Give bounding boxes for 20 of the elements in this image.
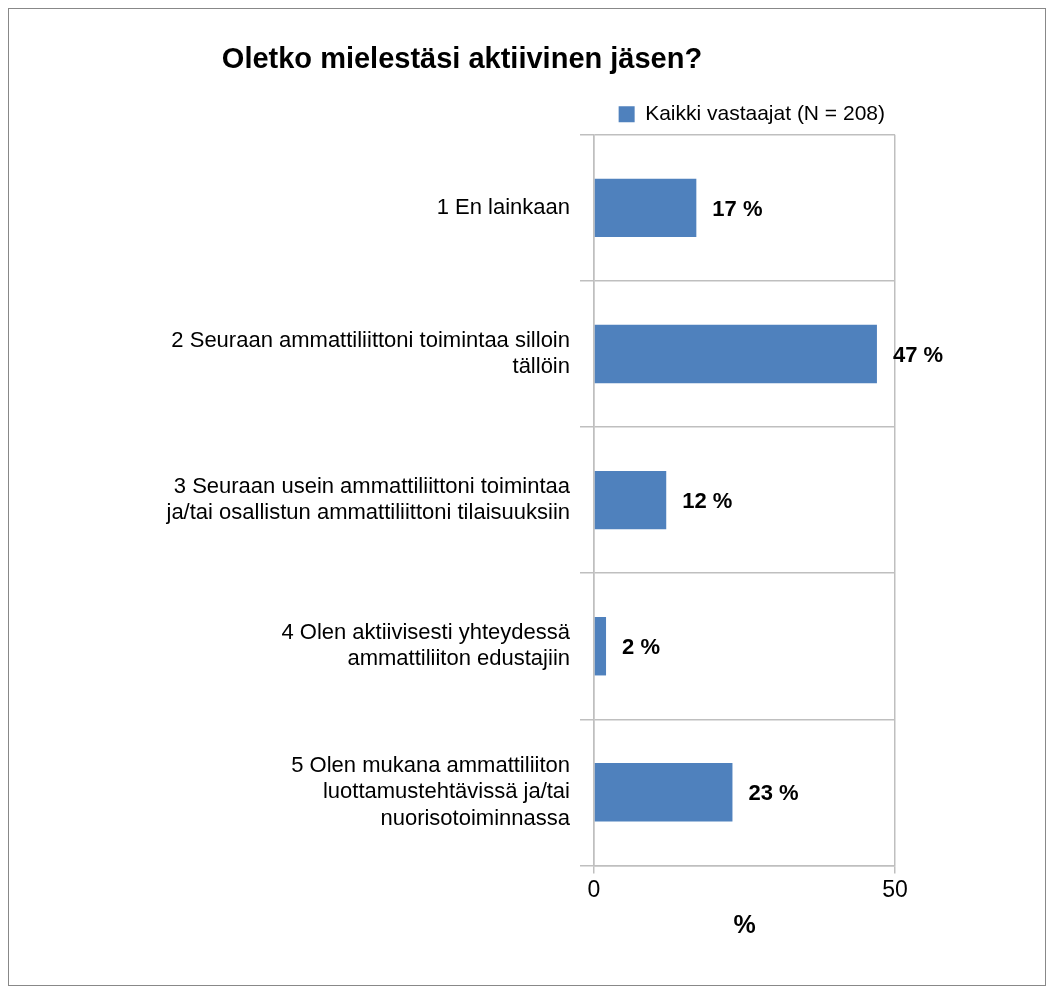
x-axis-title: % [733,909,756,938]
bar [594,178,697,238]
y-tick-label: 5 Olen mukana ammattiliiton luottamustehtävissä ja/tai nuorisotoiminnassa [291,752,571,830]
data-label: 2 % [622,634,660,660]
y-tick-label: 4 Olen aktiivisesti yhteydessä ammattiliiton edustajiin [281,619,571,671]
bar [594,763,733,822]
y-tick-label: 3 Seuraan usein ammattiliittoni toimintaa ja/tai osallistun ammattiliittoni tilaisuuksiin [165,472,571,525]
bar [594,470,667,530]
data-label: 47 % [892,342,944,368]
x-tick-label: 50 [882,875,908,902]
legend-label: Kaikki vastaajat (N = 208) [645,101,885,125]
x-tick-label: 0 [587,875,601,902]
y-tick-label: 1 En lainkaan [436,193,570,219]
data-label: 12 % [682,488,733,514]
data-label: 17 % [712,195,763,221]
chart-title: Oletko mielestäsi aktiivinen jäsen? [221,42,703,75]
bar [594,617,607,676]
bar [594,324,877,384]
y-tick-label: 2 Seuraan ammattiliittoni toimintaa silloin tällöin [171,326,570,379]
data-label: 23 % [748,780,799,806]
